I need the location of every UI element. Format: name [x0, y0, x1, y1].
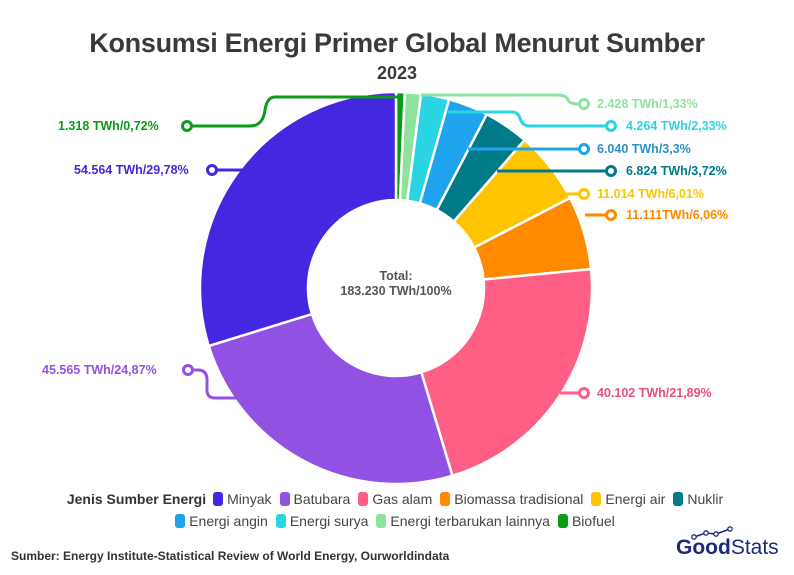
- label-terbarukan: 2.428 TWh/1,33%: [597, 97, 698, 111]
- label-angin: 6.040 TWh/3,3%: [597, 142, 691, 156]
- label-minyak: 54.564 TWh/29,78%: [74, 163, 189, 177]
- label-surya: 4.264 TWh/2,33%: [626, 119, 727, 133]
- legend-swatch-icon: [279, 492, 290, 506]
- legend-label: Energi surya: [289, 513, 369, 529]
- legend-swatch-icon: [557, 514, 568, 528]
- label-biomassa: 11.111TWh/6,06%: [626, 208, 729, 222]
- legend-swatch-icon: [440, 492, 451, 506]
- label-biofuel: 1.318 TWh/0,72%: [58, 119, 159, 133]
- legend-label: Nuklir: [687, 491, 724, 507]
- donut-slices: [198, 90, 594, 486]
- legend-row-2: Energi angin Energi surya Energi terbaruka…: [0, 510, 794, 532]
- logo-line-icon: [691, 526, 733, 540]
- legend-item-energi-terbarukan-lainnya: Energi terbarukan lainnya: [376, 510, 550, 532]
- legend-item-nuklir: Nuklir: [673, 488, 723, 510]
- legend-label: Biomassa tradisional: [454, 491, 584, 507]
- legend-item-energi-surya: Energi surya: [275, 510, 369, 532]
- legend-label: Energi terbarukan lainnya: [390, 513, 550, 529]
- label-gas-alam: 40.102 TWh/21,89%: [597, 386, 712, 400]
- legend-swatch-icon: [673, 492, 684, 506]
- legend-swatch-icon: [175, 514, 186, 528]
- leader-lines: [181, 93, 617, 400]
- legend-item-biofuel: Biofuel: [557, 510, 615, 532]
- legend-swatch-icon: [213, 492, 224, 506]
- logo-stats: Stats: [730, 536, 779, 559]
- total-title: Total:: [379, 269, 413, 283]
- legend-label: Minyak: [227, 491, 272, 507]
- legend-item-batubara: Batubara: [279, 488, 351, 510]
- legend-label: Energi air: [605, 491, 666, 507]
- label-batubara: 45.565 TWh/24,87%: [42, 363, 157, 377]
- legend: Jenis Sumber Energi Minyak Batubara Gas al…: [0, 488, 794, 532]
- total-label: Total: 183.230 TWh/100%: [296, 269, 496, 299]
- source-note: Sumber: Energy Institute-Statistical Rev…: [11, 549, 450, 563]
- legend-label: Batubara: [293, 491, 351, 507]
- legend-item-minyak: Minyak: [213, 488, 272, 510]
- legend-swatch-icon: [358, 492, 369, 506]
- label-nuklir: 6.824 TWh/3,72%: [626, 164, 727, 178]
- slice-gas-alam: [420, 267, 594, 477]
- legend-label: Gas alam: [372, 491, 433, 507]
- chart-title: Konsumsi Energi Primer Global Menurut Su…: [89, 28, 705, 58]
- legend-item-biomassa-tradisional: Biomassa tradisional: [440, 488, 583, 510]
- legend-swatch-icon: [275, 514, 286, 528]
- total-value: 183.230 TWh/100%: [340, 284, 452, 298]
- label-air: 11.014 TWh/6,01%: [597, 187, 705, 201]
- goodstats-logo: GoodStats: [676, 526, 779, 560]
- legend-item-energi-angin: Energi angin: [175, 510, 268, 532]
- legend-row-1: Jenis Sumber Energi Minyak Batubara Gas al…: [0, 488, 794, 510]
- legend-title: Jenis Sumber Energi: [66, 491, 207, 507]
- legend-item-energi-air: Energi air: [591, 488, 665, 510]
- legend-label: Biofuel: [571, 513, 615, 529]
- legend-label: Energi angin: [189, 513, 268, 529]
- legend-item-gas-alam: Gas alam: [358, 488, 432, 510]
- legend-swatch-icon: [376, 514, 387, 528]
- chart-subtitle: 2023: [376, 63, 418, 83]
- logo-good: Good: [676, 536, 731, 559]
- slice-batubara: [207, 312, 454, 486]
- legend-swatch-icon: [591, 492, 602, 506]
- slice-minyak: [198, 90, 398, 348]
